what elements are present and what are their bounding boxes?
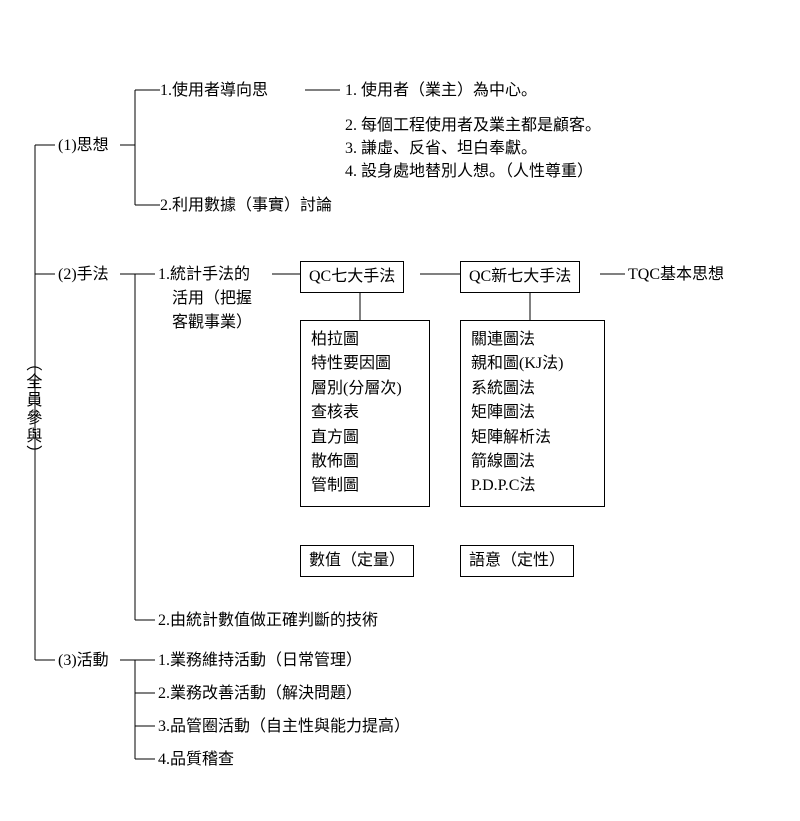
sect2-item1-l1: 1.統計手法的 <box>158 264 250 286</box>
qcnew7-item: 系統圖法 <box>471 378 594 400</box>
sect2-label: (2)手法 <box>58 264 109 286</box>
qcnew7-item: P.D.P.C法 <box>471 475 594 497</box>
sect3-item4: 4.品質稽查 <box>158 749 234 771</box>
tqc-label: TQC基本思想 <box>628 264 724 286</box>
sect3-item3: 3.品管圈活動（自主性與能力提高） <box>158 716 410 738</box>
bottom2-box: 語意（定性） <box>460 545 574 577</box>
qcnew7-item: 關連圖法 <box>471 329 594 351</box>
qc7-item: 柏拉圖 <box>311 329 419 351</box>
sect2-item1-l2: 活用（把握 <box>172 288 252 310</box>
qc7-listbox: 柏拉圖 特性要因圖 層別(分層次) 查核表 直方圖 散佈圖 管制圖 <box>300 320 430 507</box>
sect1-label: (1)思想 <box>58 135 109 157</box>
sect1-item2: 2.利用數據（事實）討論 <box>160 195 332 217</box>
qc7-item: 直方圖 <box>311 427 419 449</box>
bottom1-box: 數值（定量） <box>300 545 414 577</box>
sect1-detail4: 4. 設身處地替別人想。（人性尊重） <box>345 161 593 183</box>
qcnew7-item: 矩陣解析法 <box>471 427 594 449</box>
sect1-detail1: 1. 使用者（業主）為中心。 <box>345 80 537 102</box>
sect3-item2: 2.業務改善活動（解決問題） <box>158 683 362 705</box>
qc7-item: 層別(分層次) <box>311 378 419 400</box>
qcnew7-listbox: 關連圖法 親和圖(KJ法) 系統圖法 矩陣圖法 矩陣解析法 箭線圖法 P.D.P… <box>460 320 605 507</box>
sect1-detail3: 3. 謙虛、反省、坦白奉獻。 <box>345 138 537 160</box>
qcnew7-item: 親和圖(KJ法) <box>471 353 594 375</box>
qc7-item: 查核表 <box>311 402 419 424</box>
sect3-item1: 1.業務維持活動（日常管理） <box>158 650 362 672</box>
qc7-item: 管制圖 <box>311 475 419 497</box>
qc7-item: 特性要因圖 <box>311 353 419 375</box>
qcnew7-item: 箭線圖法 <box>471 451 594 473</box>
sect2-item2: 2.由統計數值做正確判斷的技術 <box>158 610 378 632</box>
sect3-label: (3)活動 <box>58 650 109 672</box>
qcnew7-item: 矩陣圖法 <box>471 402 594 424</box>
qc7-item: 散佈圖 <box>311 451 419 473</box>
qc7-title-box: QC七大手法 <box>300 261 404 293</box>
sect1-detail2: 2. 每個工程使用者及業主都是顧客。 <box>345 115 601 137</box>
sect2-item1-l3: 客觀事業） <box>172 312 252 334</box>
sect1-item1: 1.使用者導向思 <box>160 80 268 102</box>
root-label: （全員參與） <box>20 355 42 463</box>
qcnew7-title-box: QC新七大手法 <box>460 261 580 293</box>
